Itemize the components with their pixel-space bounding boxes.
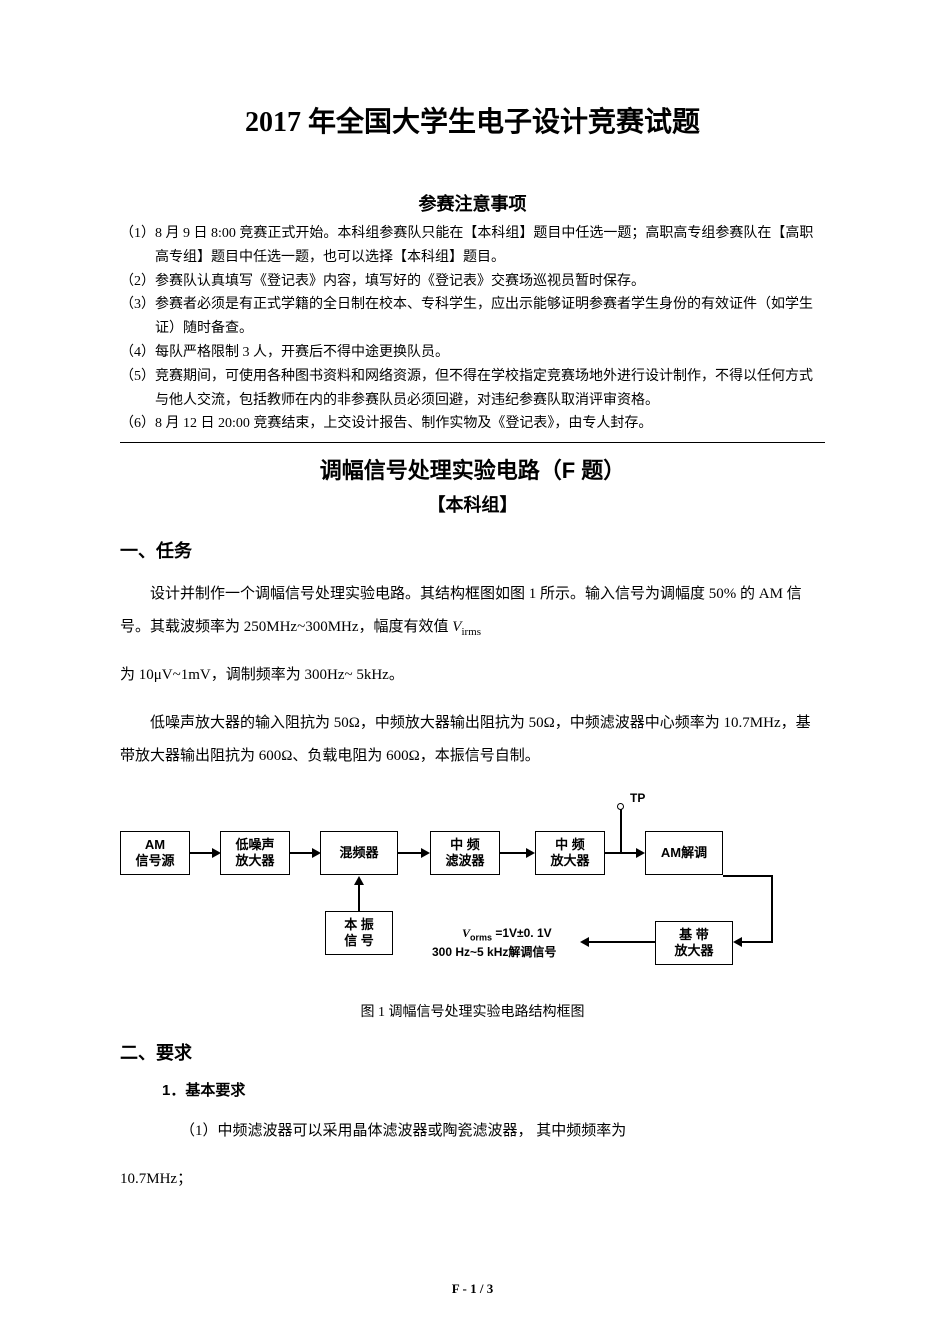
- notice-item: （1） 8 月 9 日 8:00 竞赛正式开始。本科组参赛队只能在【本科组】题目…: [120, 222, 825, 270]
- task-paragraph-2: 低噪声放大器的输入阻抗为 50Ω，中频放大器输出阻抗为 50Ω，中频滤波器中心频…: [120, 707, 825, 773]
- box-if-filter: 中 频滤波器: [430, 831, 500, 875]
- arrow-icon: [526, 848, 535, 858]
- box-if-amp: 中 频放大器: [535, 831, 605, 875]
- box-am-source: AM信号源: [120, 831, 190, 875]
- figure-caption: 图 1 调幅信号处理实验电路结构框图: [120, 1001, 825, 1021]
- notice-text: 参赛队认真填写《登记表》内容，填写好的《登记表》交赛场巡视员暂时保存。: [155, 270, 825, 294]
- output-label-line2: 300 Hz~5 kHz解调信号: [432, 943, 556, 960]
- problem-subtitle: 调幅信号处理实验电路（F 题）: [120, 453, 825, 485]
- notice-num: （1）: [120, 222, 155, 270]
- requirement-item-1a: （1）中频滤波器可以采用晶体滤波器或陶瓷滤波器， 其中频频率为: [150, 1115, 825, 1148]
- notice-text: 参赛者必须是有正式学籍的全日制在校本、专科学生，应出示能够证明参赛者学生身份的有…: [155, 293, 825, 341]
- box-lna: 低噪声放大器: [220, 831, 290, 875]
- var-v-sub: irms: [461, 626, 481, 638]
- arrow-icon: [312, 848, 321, 858]
- text-span: =1V±0. 1V: [492, 926, 552, 940]
- arrow-icon: [212, 848, 221, 858]
- main-title: 2017 年全国大学生电子设计竞赛试题: [120, 100, 825, 140]
- section-task-heading: 一、任务: [120, 537, 825, 563]
- arrow-icon: [636, 848, 645, 858]
- output-label-line1: Vorms =1V±0. 1V: [462, 926, 552, 942]
- requirement-item-1b: 10.7MHz；: [120, 1163, 825, 1196]
- box-mixer: 混频器: [320, 831, 398, 875]
- notice-num: （4）: [120, 341, 155, 365]
- box-local-oscillator: 本 振信 号: [325, 911, 393, 955]
- notice-text: 8 月 12 日 20:00 竞赛结束，上交设计报告、制作实物及《登记表》，由专…: [155, 412, 825, 436]
- notice-item: （2） 参赛队认真填写《登记表》内容，填写好的《登记表》交赛场巡视员暂时保存。: [120, 270, 825, 294]
- tp-label: TP: [630, 791, 645, 805]
- notice-list: （1） 8 月 9 日 8:00 竞赛正式开始。本科组参赛队只能在【本科组】题目…: [120, 222, 825, 443]
- tp-node-icon: [617, 803, 624, 810]
- arrow-icon: [733, 937, 742, 947]
- arrow-icon: [421, 848, 430, 858]
- basic-requirements-heading: 1．基本要求: [162, 1079, 825, 1100]
- notice-num: （3）: [120, 293, 155, 341]
- notice-text: 竞赛期间，可使用各种图书资料和网络资源，但不得在学校指定竞赛场地外进行设计制作，…: [155, 365, 825, 413]
- page: 2017 年全国大学生电子设计竞赛试题 参赛注意事项 （1） 8 月 9 日 8…: [0, 0, 945, 1337]
- connector-line: [723, 875, 773, 877]
- connector-line: [620, 809, 622, 853]
- notice-num: （6）: [120, 412, 155, 436]
- connector-line: [740, 941, 773, 943]
- var-v: V: [462, 926, 470, 940]
- var-sub: orms: [470, 933, 492, 943]
- connector-line: [190, 852, 214, 854]
- connector-line: [500, 852, 528, 854]
- group-label: 【本科组】: [120, 491, 825, 517]
- arrow-icon: [354, 876, 364, 885]
- notice-num: （5）: [120, 365, 155, 413]
- notice-item: （6） 8 月 12 日 20:00 竞赛结束，上交设计报告、制作实物及《登记表…: [120, 412, 825, 436]
- box-am-demod: AM解调: [645, 831, 723, 875]
- notice-title: 参赛注意事项: [120, 190, 825, 216]
- section-requirements-heading: 二、要求: [120, 1039, 825, 1065]
- arrow-icon: [580, 937, 589, 947]
- notice-num: （2）: [120, 270, 155, 294]
- task-paragraph-1b: 为 10μV~1mV，调制频率为 300Hz~ 5kHz。: [120, 659, 825, 692]
- connector-line: [398, 852, 423, 854]
- block-diagram: AM信号源 低噪声放大器 混频器 中 频滤波器 中 频放大器 AM解调 本 振信…: [120, 791, 825, 991]
- page-footer: F - 1 / 3: [0, 1281, 945, 1297]
- task-paragraph-1: 设计并制作一个调幅信号处理实验电路。其结构框图如图 1 所示。输入信号为调幅度 …: [120, 578, 825, 644]
- connector-line: [771, 875, 773, 943]
- notice-item: （4） 每队严格限制 3 人，开赛后不得中途更换队员。: [120, 341, 825, 365]
- connector-line: [358, 883, 360, 911]
- notice-text: 每队严格限制 3 人，开赛后不得中途更换队员。: [155, 341, 825, 365]
- notice-text: 8 月 9 日 8:00 竞赛正式开始。本科组参赛队只能在【本科组】题目中任选一…: [155, 222, 825, 270]
- connector-line: [588, 941, 655, 943]
- connector-line: [290, 852, 314, 854]
- notice-item: （3） 参赛者必须是有正式学籍的全日制在校本、专科学生，应出示能够证明参赛者学生…: [120, 293, 825, 341]
- notice-item: （5） 竞赛期间，可使用各种图书资料和网络资源，但不得在学校指定竞赛场地外进行设…: [120, 365, 825, 413]
- box-baseband-amp: 基 带放大器: [655, 921, 733, 965]
